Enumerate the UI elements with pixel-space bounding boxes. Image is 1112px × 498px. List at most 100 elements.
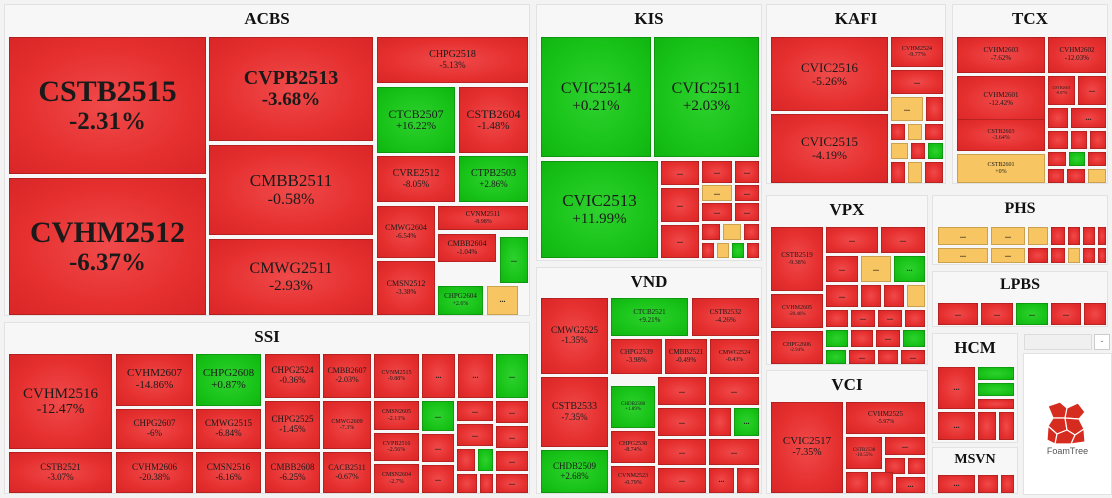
tile-cstb2601[interactable]: CSTB2601 +0%	[957, 154, 1045, 183]
tile-cvhm2605[interactable]: CVHM2605 -20.46%	[771, 294, 823, 328]
collapsed-tile[interactable]	[1088, 169, 1106, 183]
collapsed-tile[interactable]	[747, 243, 759, 258]
tile-cvpb2513[interactable]: CVPB2513 -3.68%	[209, 37, 373, 141]
collapsed-tile[interactable]	[826, 310, 848, 327]
group-kafi[interactable]: KAFI CVIC2516 -5.26% CVIC2515 -4.19% CVHM2524…	[766, 4, 946, 184]
collapsed-tile[interactable]: ...	[826, 285, 858, 307]
tile-cmbb2521[interactable]: CMBB2521 -0.49%	[665, 339, 707, 374]
tile-cstb2538[interactable]: CSTB2538 -10.55%	[846, 437, 882, 469]
tile-cmwg2609[interactable]: CMWG2609 -7.3%	[323, 401, 371, 449]
collapsed-tile[interactable]	[908, 124, 922, 140]
collapsed-tile[interactable]	[1048, 108, 1068, 128]
collapsed-tile[interactable]: ...	[938, 475, 975, 493]
tile-cacb2511[interactable]: CACB2511 -0.67%	[323, 452, 371, 493]
collapsed-tile[interactable]: ...	[661, 188, 699, 222]
collapsed-tile[interactable]	[928, 143, 943, 159]
tile-cmwg2511[interactable]: CMWG2511 -2.93%	[209, 239, 373, 315]
collapsed-tile[interactable]: ...	[702, 161, 732, 183]
tile-cvnm2523[interactable]: CVNM2523 -0.79%	[611, 466, 655, 493]
group-phs[interactable]: PHS............	[932, 195, 1108, 265]
collapsed-tile[interactable]	[999, 412, 1014, 440]
collapsed-tile[interactable]: ...	[1078, 76, 1106, 105]
collapsed-tile[interactable]: ...	[891, 97, 923, 121]
collapsed-tile[interactable]	[891, 143, 908, 159]
tile-cvic2511[interactable]: CVIC2511 +2.03%	[654, 37, 759, 157]
tile-cvhm2607[interactable]: CVHM2607 -14.86%	[116, 354, 193, 406]
collapsed-tile[interactable]	[851, 330, 873, 347]
collapsed-tile[interactable]	[925, 124, 943, 140]
collapsed-tile[interactable]: ...	[991, 227, 1025, 245]
collapsed-tile[interactable]: ...	[885, 437, 925, 455]
collapsed-tile[interactable]: ...	[735, 185, 759, 201]
tile-cmsn2605[interactable]: CMSN2605 -2.13%	[374, 401, 419, 430]
collapsed-tile[interactable]: ...	[938, 248, 988, 263]
collapsed-tile[interactable]: ...	[938, 367, 975, 409]
collapsed-tile[interactable]	[846, 472, 868, 493]
collapsed-tile[interactable]: ...	[422, 354, 455, 398]
collapsed-tile[interactable]	[1088, 152, 1106, 166]
tile-cvhm2606[interactable]: CVHM2606 -20.38%	[116, 452, 193, 493]
collapsed-tile[interactable]: ...	[458, 354, 493, 398]
collapsed-tile[interactable]	[891, 162, 905, 183]
tile-cmwg2524[interactable]: CMWG2524 -0.43%	[710, 339, 759, 374]
tile-cvhm2516[interactable]: CVHM2516 -12.47%	[9, 354, 112, 449]
collapsed-tile[interactable]	[911, 143, 925, 159]
tile-cstb2603[interactable]: CSTB2603 -3.64%	[957, 119, 1045, 151]
collapsed-tile[interactable]	[1067, 169, 1085, 183]
collapsed-tile[interactable]	[457, 474, 477, 493]
collapsed-tile[interactable]: ...	[661, 225, 699, 258]
collapsed-tile[interactable]: ...	[826, 256, 858, 282]
collapsed-tile[interactable]	[1051, 227, 1065, 245]
collapsed-tile[interactable]: ...	[709, 377, 759, 405]
collapsed-tile[interactable]	[891, 124, 905, 140]
tile-cmsn2512[interactable]: CMSN2512 -3.38%	[377, 261, 435, 315]
collapsed-tile[interactable]	[826, 350, 846, 364]
collapsed-tile[interactable]: ...	[496, 354, 528, 398]
collapsed-tile[interactable]: ...	[938, 412, 975, 440]
collapsed-tile[interactable]	[1048, 152, 1066, 166]
collapsed-tile[interactable]: ...	[1071, 108, 1106, 128]
tile-cmbb2607[interactable]: CMBB2607 -2.03%	[323, 354, 371, 398]
collapsed-tile[interactable]: ...	[938, 227, 988, 245]
tile-cvhm2512[interactable]: CVHM2512 -6.37%	[9, 178, 206, 315]
collapsed-tile[interactable]	[826, 330, 848, 347]
collapsed-tile[interactable]	[926, 97, 943, 121]
collapsed-tile[interactable]: ...	[658, 468, 706, 493]
collapsed-tile[interactable]	[457, 449, 475, 471]
collapsed-tile[interactable]: ...	[457, 401, 493, 421]
collapsed-tile[interactable]	[1083, 248, 1095, 263]
tile-chpg2538[interactable]: CHPG2538 -8.74%	[611, 431, 655, 463]
tile-chpg2604[interactable]: CHPG2604 +2.6%	[438, 286, 483, 315]
collapsed-tile[interactable]	[878, 350, 898, 364]
group-lpbs[interactable]: LPBS............	[932, 271, 1108, 327]
tile-chpg2539[interactable]: CHPG2539 -3.98%	[611, 339, 662, 374]
collapsed-tile[interactable]: ...	[891, 70, 943, 94]
tile-cstb2601[interactable]: CSTB2601 -8.87%	[1048, 76, 1075, 105]
collapsed-tile[interactable]	[709, 408, 731, 436]
collapsed-tile[interactable]	[1001, 475, 1014, 493]
collapsed-tile[interactable]: ...	[422, 434, 454, 462]
tile-cstb2533[interactable]: CSTB2533 -7.35%	[541, 377, 608, 447]
collapsed-tile[interactable]: ...	[991, 248, 1025, 263]
collapsed-tile[interactable]: ...	[702, 185, 732, 201]
collapsed-tile[interactable]	[702, 224, 720, 240]
tile-cvhm2524[interactable]: CVHM2524 -9.77%	[891, 37, 943, 67]
tile-cvic2517[interactable]: CVIC2517 -7.35%	[771, 402, 843, 493]
collapsed-tile[interactable]: ...	[861, 256, 891, 282]
group-tcx[interactable]: TCX CVHM2603 -7.62% CVHM2602 -12.03% CVHM2601…	[952, 4, 1108, 184]
collapsed-tile[interactable]	[885, 458, 905, 474]
collapsed-tile[interactable]: ...	[658, 377, 706, 405]
collapsed-tile[interactable]: ...	[896, 477, 925, 493]
search-box[interactable]	[1024, 334, 1092, 350]
collapsed-tile[interactable]	[1084, 303, 1106, 325]
collapsed-tile[interactable]	[978, 383, 1014, 396]
collapsed-tile[interactable]: ...	[735, 161, 759, 183]
clear-search-button[interactable]: -	[1094, 334, 1110, 350]
collapsed-tile[interactable]: ...	[894, 256, 925, 282]
collapsed-tile[interactable]	[908, 458, 925, 474]
collapsed-tile[interactable]: ...	[658, 439, 706, 465]
collapsed-tile[interactable]: ...	[851, 310, 875, 327]
collapsed-tile[interactable]: ...	[658, 408, 706, 436]
collapsed-tile[interactable]: ...	[496, 401, 528, 423]
collapsed-tile[interactable]	[925, 162, 943, 183]
